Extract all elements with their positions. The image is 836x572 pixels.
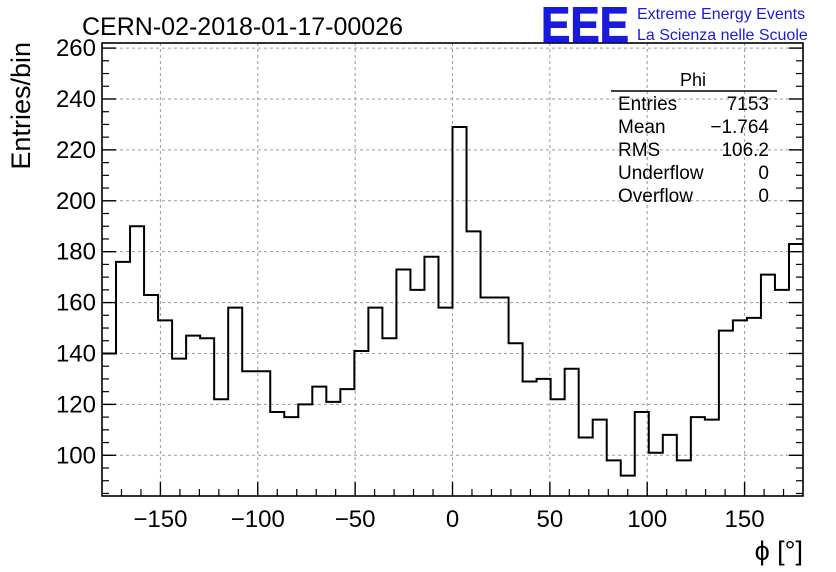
- histogram-bin: [424, 257, 438, 496]
- histogram-bin: [523, 381, 537, 496]
- histogram-bin: [761, 275, 775, 496]
- y-tick-label: 200: [56, 188, 96, 215]
- histogram-bin: [649, 453, 663, 496]
- histogram-bin: [705, 420, 719, 496]
- histogram-bin: [593, 420, 607, 496]
- eee-logo-letters: EEE: [541, 0, 629, 53]
- stats-label: Overflow: [618, 186, 693, 207]
- stats-value: 7153: [727, 94, 769, 115]
- histogram-bin: [172, 359, 186, 496]
- histogram-outline: [102, 125, 803, 477]
- histogram-bin: [144, 295, 158, 496]
- stats-value: 0: [758, 163, 769, 184]
- histogram-bin: [186, 336, 200, 496]
- y-tick-label: 240: [56, 86, 96, 113]
- histogram-bin: [438, 308, 452, 496]
- histogram-bin: [789, 244, 803, 496]
- y-tick-label: 140: [56, 340, 96, 367]
- histogram-bin: [509, 343, 523, 496]
- y-tick-label: 120: [56, 391, 96, 418]
- stats-label: Entries: [618, 94, 677, 115]
- stats-label: Mean: [618, 117, 666, 138]
- histogram-bars: [102, 125, 803, 497]
- histogram-bin: [396, 270, 410, 497]
- stats-value: −1.764: [710, 117, 769, 138]
- x-tick-label: 150: [725, 506, 765, 533]
- histogram-bin: [775, 290, 789, 496]
- histogram-bin: [663, 435, 677, 496]
- histogram-bin: [368, 308, 382, 496]
- y-tick-label: 100: [56, 442, 96, 469]
- histogram-bin: [228, 308, 242, 496]
- histogram-bin: [116, 262, 130, 496]
- axis-ticks: [102, 47, 803, 496]
- eee-logo-line2: La Scienza nelle Scuole: [637, 27, 808, 44]
- histogram-bin: [270, 412, 284, 496]
- histogram-bin: [733, 320, 747, 496]
- y-tick-label: 180: [56, 239, 96, 266]
- histogram-bin: [453, 127, 467, 496]
- histogram-bin: [410, 290, 424, 496]
- stats-value: 106.2: [721, 140, 769, 161]
- histogram-bin: [551, 399, 565, 496]
- histogram-bin: [747, 318, 761, 496]
- stats-label: RMS: [618, 140, 660, 161]
- x-tick-label: 0: [446, 506, 459, 533]
- stats-name: Phi: [680, 70, 706, 90]
- histogram-bin: [298, 404, 312, 496]
- x-tick-label: −50: [335, 506, 376, 533]
- histogram-bin: [284, 417, 298, 496]
- histogram-bin: [312, 387, 326, 496]
- stats-box: Phi Entries 7153 Mean −1.764 RMS 106.2 Underfl…: [611, 70, 777, 207]
- histogram-bin: [354, 351, 368, 496]
- histogram-bin: [537, 379, 551, 496]
- stats-label: Underflow: [618, 163, 704, 184]
- y-tick-label: 220: [56, 137, 96, 164]
- y-tick-label: 260: [56, 35, 96, 62]
- eee-logo: EEE Extreme Energy Events La Scienza nel…: [541, 0, 808, 54]
- x-tick-label: −100: [231, 506, 285, 533]
- histogram-bin: [326, 402, 340, 496]
- tick-labels: −150 −100 −50 0 50 100 150 100 120 140 160 180 200 22…: [56, 35, 765, 533]
- stats-value: 0: [758, 186, 769, 207]
- histogram-bin: [719, 331, 733, 496]
- x-axis-label: ϕ [°]: [755, 536, 803, 566]
- histogram-bin: [214, 399, 228, 496]
- histogram-bin: [256, 371, 270, 496]
- x-tick-label: 50: [537, 506, 564, 533]
- histogram-bin: [677, 460, 691, 496]
- histogram-bin: [200, 338, 214, 496]
- histogram-bin: [382, 338, 396, 496]
- histogram-bin: [495, 297, 509, 496]
- eee-logo-line1: Extreme Energy Events: [637, 6, 805, 23]
- histogram-bin: [579, 437, 593, 496]
- y-tick-label: 160: [56, 290, 96, 317]
- histogram-bin: [242, 371, 256, 496]
- x-tick-label: 100: [627, 506, 667, 533]
- histogram-bin: [467, 231, 481, 496]
- chart-title: CERN-02-2018-01-17-00026: [82, 13, 403, 41]
- histogram-bin: [340, 389, 354, 496]
- histogram-bin: [565, 369, 579, 496]
- histogram-bin: [481, 297, 495, 496]
- histogram-bin: [130, 226, 144, 496]
- histogram-bin: [691, 417, 705, 496]
- histogram-bin: [102, 353, 116, 496]
- histogram-bin: [158, 320, 172, 496]
- y-axis-label: Entries/bin: [6, 42, 36, 170]
- x-tick-label: −150: [133, 506, 187, 533]
